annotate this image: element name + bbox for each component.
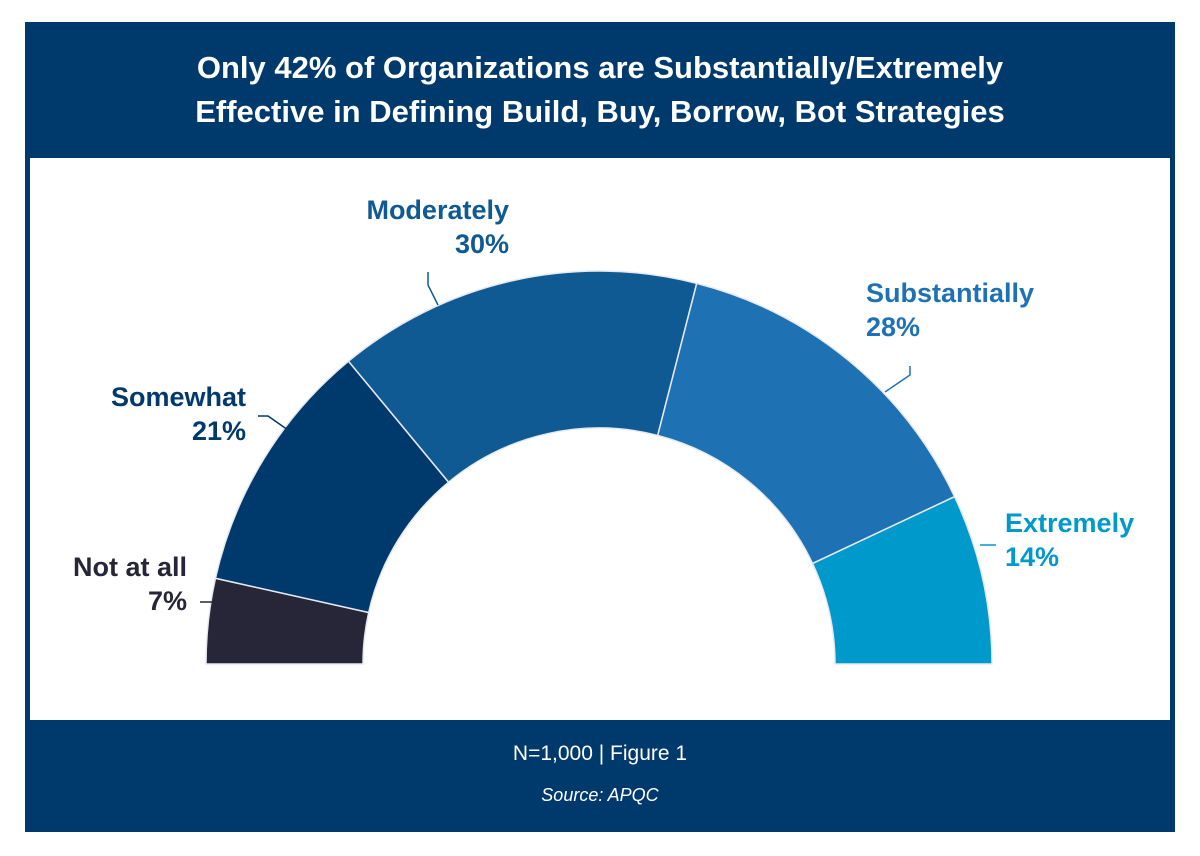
value-label-somewhat: 21%	[192, 416, 246, 446]
title-line-1: Only 42% of Organizations are Substantia…	[196, 50, 1004, 85]
chart-title: Only 42% of Organizations are Substantia…	[25, 22, 1175, 158]
leader-line-somewhat	[258, 415, 289, 431]
category-label-not-at-all: Not at all	[73, 552, 187, 582]
value-label-not-at-all: 7%	[148, 586, 187, 616]
category-label-substantially: Substantially	[866, 278, 1034, 308]
value-label-extremely: 14%	[1005, 542, 1059, 572]
value-label-substantially: 28%	[866, 312, 920, 342]
category-label-somewhat: Somewhat	[111, 382, 246, 412]
figure-note: N=1,000 | Figure 1	[512, 742, 688, 765]
category-label-moderately: Moderately	[366, 195, 509, 225]
title-line-2: Effective in Defining Build, Buy, Borrow…	[195, 94, 1005, 129]
segment-moderately	[347, 270, 698, 484]
source-note: Source: APQC	[541, 785, 659, 805]
segment-extremely	[811, 495, 993, 665]
leader-line-substantially	[884, 366, 911, 393]
category-label-extremely: Extremely	[1005, 508, 1134, 538]
value-label-moderately: 30%	[455, 229, 509, 259]
leader-line-moderately	[427, 272, 439, 306]
